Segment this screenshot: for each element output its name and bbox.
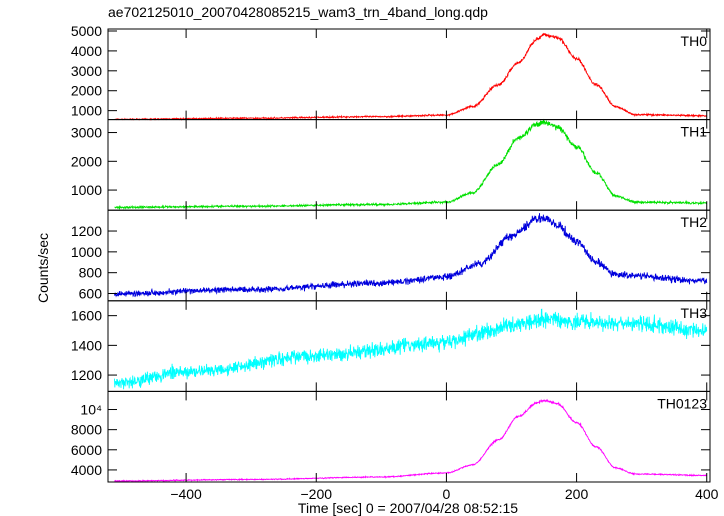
series-line-th1	[114, 118, 707, 210]
panel-th0123: 4000 6000 8000 10⁴ TH0123	[71, 390, 711, 483]
y-tick-label: 1600	[71, 308, 102, 324]
series-label-th1: TH1	[681, 124, 708, 140]
y-tick-label: 5000	[71, 23, 102, 39]
x-tick-label: −400	[170, 486, 202, 502]
y-tick-label: 10⁴	[80, 402, 102, 418]
y-tick-label: 4000	[71, 43, 102, 59]
x-axis-label: Time [sec] 0 = 2007/04/28 08:52:15	[298, 500, 518, 516]
y-axis-label: Counts/sec	[35, 233, 51, 303]
panel-th0: 1000 2000 3000 4000 5000 TH0	[71, 23, 711, 121]
panel-frame	[107, 390, 711, 483]
series-line-th3	[114, 308, 708, 390]
y-tick-label: 1200	[71, 367, 102, 383]
y-tick-label: 1000	[71, 103, 102, 119]
series-label-th2: TH2	[681, 214, 708, 230]
series-line-th0123	[114, 398, 708, 483]
y-tick-label: 600	[79, 286, 103, 302]
panel-th2: 600 800 1000 1200 TH2	[71, 209, 711, 302]
series-label-th0: TH0	[681, 33, 708, 49]
y-tick-label: 1400	[71, 337, 102, 353]
x-tick-label: −200	[300, 486, 332, 502]
y-tick-label: 3000	[71, 125, 102, 141]
panel-frame	[107, 28, 711, 121]
panel-th1: 1000 2000 3000 TH1	[71, 118, 711, 211]
y-tick-label: 2000	[71, 83, 102, 99]
chart-title: ae702125010_20070428085215_wam3_trn_4ban…	[108, 4, 488, 20]
y-tick-label: 8000	[71, 422, 102, 438]
panel-frame	[107, 209, 711, 302]
y-tick-label: 6000	[71, 442, 102, 458]
series-label-th0123: TH0123	[657, 395, 707, 411]
y-tick-label: 4000	[71, 462, 102, 478]
series-line-th0	[114, 32, 707, 121]
y-tick-label: 2000	[71, 153, 102, 169]
y-tick-label: 3000	[71, 63, 102, 79]
x-tick-label: 200	[565, 486, 589, 502]
x-tick-label: 400	[695, 486, 719, 502]
series-label-th3: TH3	[681, 305, 708, 321]
y-tick-label: 800	[79, 265, 103, 281]
panel-th3: 1200 1400 1600 TH3	[71, 300, 711, 392]
y-tick-label: 1000	[71, 182, 102, 198]
y-tick-label: 1000	[71, 244, 102, 260]
series-line-th2	[114, 213, 708, 298]
x-tick-label: 0	[443, 486, 451, 502]
y-tick-label: 1200	[71, 223, 102, 239]
